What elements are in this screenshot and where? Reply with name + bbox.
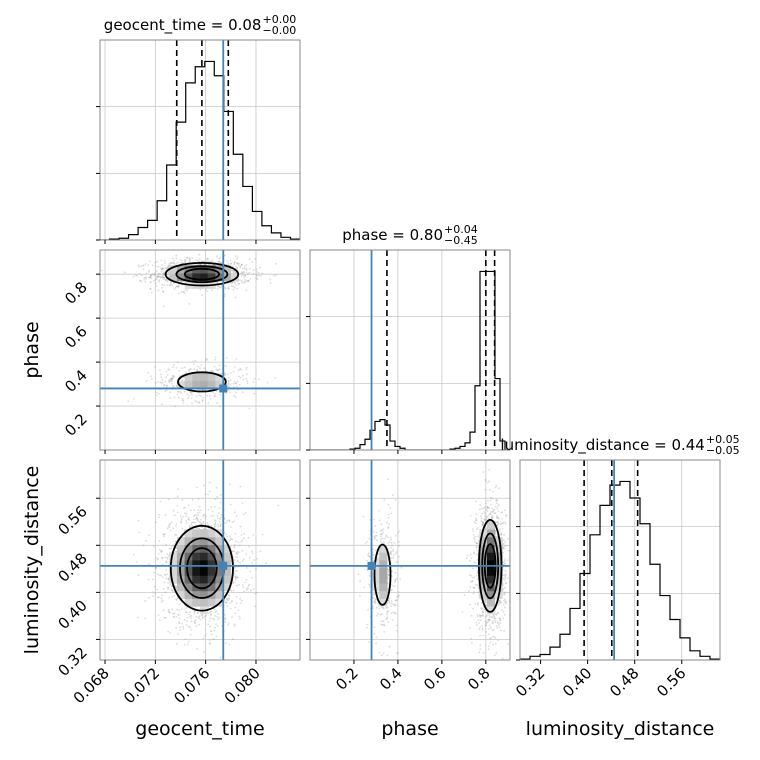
truth-marker	[219, 561, 228, 570]
panel-title: geocent_time = 0.08 +0.00−0.00	[104, 13, 296, 37]
y-tick-label: 0.32	[54, 644, 90, 680]
frames-layer	[96, 39, 721, 664]
panel-title: phase = 0.80 +0.04−0.45	[342, 223, 478, 247]
x-axis-label: luminosity_distance	[526, 718, 715, 740]
panel-title: luminosity_distance = 0.44 +0.05−0.05	[500, 433, 739, 457]
y-tick-label: 0.40	[54, 596, 90, 632]
y-tick-label: 0.6	[61, 322, 91, 352]
data-layer	[100, 60, 720, 660]
x-tick-label: 0.56	[653, 664, 689, 700]
contours	[164, 262, 240, 393]
histogram-luminosity_distance	[520, 480, 720, 660]
x-tick-label: 0.40	[559, 664, 595, 700]
x-axis-label: phase	[381, 718, 438, 740]
x-tick-label: 0.080	[221, 664, 264, 707]
panel-frame	[309, 249, 511, 451]
x-tick-label: 0.8	[464, 664, 494, 694]
y-tick-label: 0.2	[61, 410, 91, 440]
x-tick-label: 0.072	[120, 664, 163, 707]
x-tick-label: 0.32	[512, 664, 548, 700]
x-tick-label: 0.6	[420, 664, 450, 694]
panel-frame	[99, 39, 301, 241]
x-tick-label: 0.48	[606, 664, 642, 700]
text-layer: 0.068 0.072 0.076 0.080 0.2 0.4 0.6 0.8 0.32 0.40…	[21, 13, 740, 740]
histogram-geocent_time	[100, 60, 300, 240]
truth-marker	[219, 384, 228, 393]
truth-marker	[367, 561, 376, 570]
x-tick-label: 0.076	[170, 664, 213, 707]
overlay-layer	[100, 40, 639, 660]
y-tick-label: 0.48	[54, 549, 90, 585]
panel-frame	[99, 459, 301, 661]
y-tick-label: 0.4	[61, 366, 91, 396]
y-tick-label: 0.56	[54, 502, 90, 538]
panel-frame	[99, 249, 301, 451]
y-tick-label: 0.8	[61, 278, 91, 308]
panel-frame	[309, 459, 511, 661]
y-axis-label: phase	[21, 321, 43, 378]
y-axis-label: luminosity_distance	[21, 466, 43, 655]
panel-frame	[519, 459, 721, 661]
x-axis-label: geocent_time	[135, 718, 264, 740]
histogram-phase	[310, 270, 510, 450]
x-tick-label: 0.4	[376, 664, 406, 694]
x-tick-label: 0.2	[332, 664, 362, 694]
